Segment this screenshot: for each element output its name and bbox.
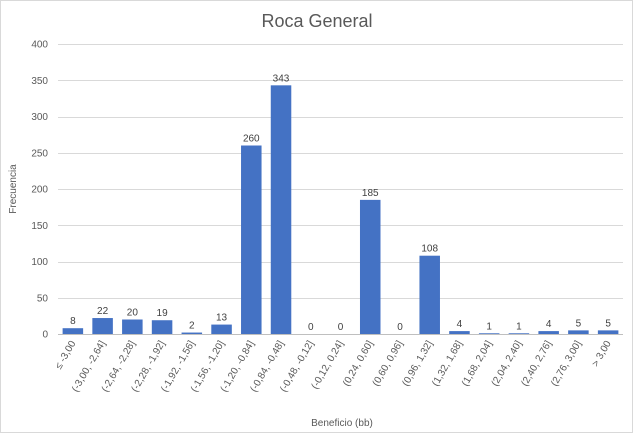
data-label: 185	[362, 188, 379, 199]
data-label: 4	[546, 319, 552, 330]
bar	[359, 199, 381, 334]
x-tick-label: (2,04, 2,40]	[490, 339, 525, 389]
data-label: 108	[421, 244, 438, 255]
data-label: 8	[70, 316, 76, 327]
bar	[478, 333, 500, 334]
chart-title: Roca General	[261, 11, 372, 31]
y-tick-label: 50	[37, 293, 49, 304]
bars	[62, 85, 619, 334]
x-tick-label: (0,96, 1,32]	[400, 339, 435, 389]
data-label: 22	[97, 306, 109, 317]
y-tick-label: 100	[31, 257, 48, 268]
data-label: 4	[457, 319, 463, 330]
y-tick-label: 250	[31, 148, 48, 159]
x-tick-label: (1,68, 2,04]	[460, 339, 495, 389]
x-tick-label: (2,76, 3,00]	[549, 339, 584, 389]
data-label: 13	[216, 313, 228, 324]
x-tick-label: > 3,00	[590, 339, 614, 369]
y-axis-title: Frecuencia	[8, 164, 19, 214]
data-label: 5	[605, 318, 611, 329]
data-label: 19	[157, 308, 169, 319]
x-tick-label: (2,40, 2,76]	[519, 339, 554, 389]
y-tick-label: 300	[31, 112, 48, 123]
bar	[62, 328, 84, 334]
data-label: 20	[127, 308, 139, 319]
bar	[92, 318, 113, 334]
data-label: 0	[338, 322, 344, 333]
bar	[181, 332, 203, 334]
data-labels: 8 22 20 19 2 13 260 343 0 0 185 0 108 4 1 1 4 5 5	[70, 73, 611, 333]
y-tick-labels: 0 50 100 150 200 250 300 350 400	[31, 40, 48, 341]
data-label: 1	[486, 321, 492, 332]
x-tick-label: (1,32, 1,68]	[430, 339, 465, 389]
gridlines	[58, 44, 623, 335]
y-tick-label: 350	[31, 76, 48, 87]
data-label: 0	[397, 322, 403, 333]
data-label: 260	[243, 134, 260, 145]
data-label: 0	[308, 322, 314, 333]
y-tick-label: 200	[31, 185, 48, 196]
data-label: 2	[189, 321, 195, 332]
bar	[122, 319, 143, 334]
x-tick-labels: ≤ -3,00(-3,00, -2,64](-2,64, -2,28](-2,2…	[53, 339, 614, 394]
x-axis-title: Beneficio (bb)	[311, 418, 373, 429]
bar	[419, 255, 440, 334]
bar	[568, 330, 589, 334]
x-tick-label: ≤ -3,00	[53, 339, 78, 372]
bar	[449, 331, 470, 334]
y-tick-label: 400	[31, 40, 48, 51]
y-tick-label: 150	[31, 221, 48, 232]
bar	[270, 85, 292, 334]
x-tick-label: (0,24, 0,60]	[341, 339, 376, 389]
data-label: 343	[273, 73, 290, 84]
bar	[211, 324, 232, 334]
bar	[508, 333, 530, 334]
bar	[241, 145, 262, 334]
bar	[151, 320, 173, 334]
x-tick-label: (0,60, 0,96]	[371, 339, 406, 389]
bar	[538, 331, 559, 334]
data-label: 1	[516, 321, 522, 332]
data-label: 5	[576, 318, 582, 329]
bar	[597, 330, 619, 334]
y-tick-label: 0	[42, 330, 48, 341]
